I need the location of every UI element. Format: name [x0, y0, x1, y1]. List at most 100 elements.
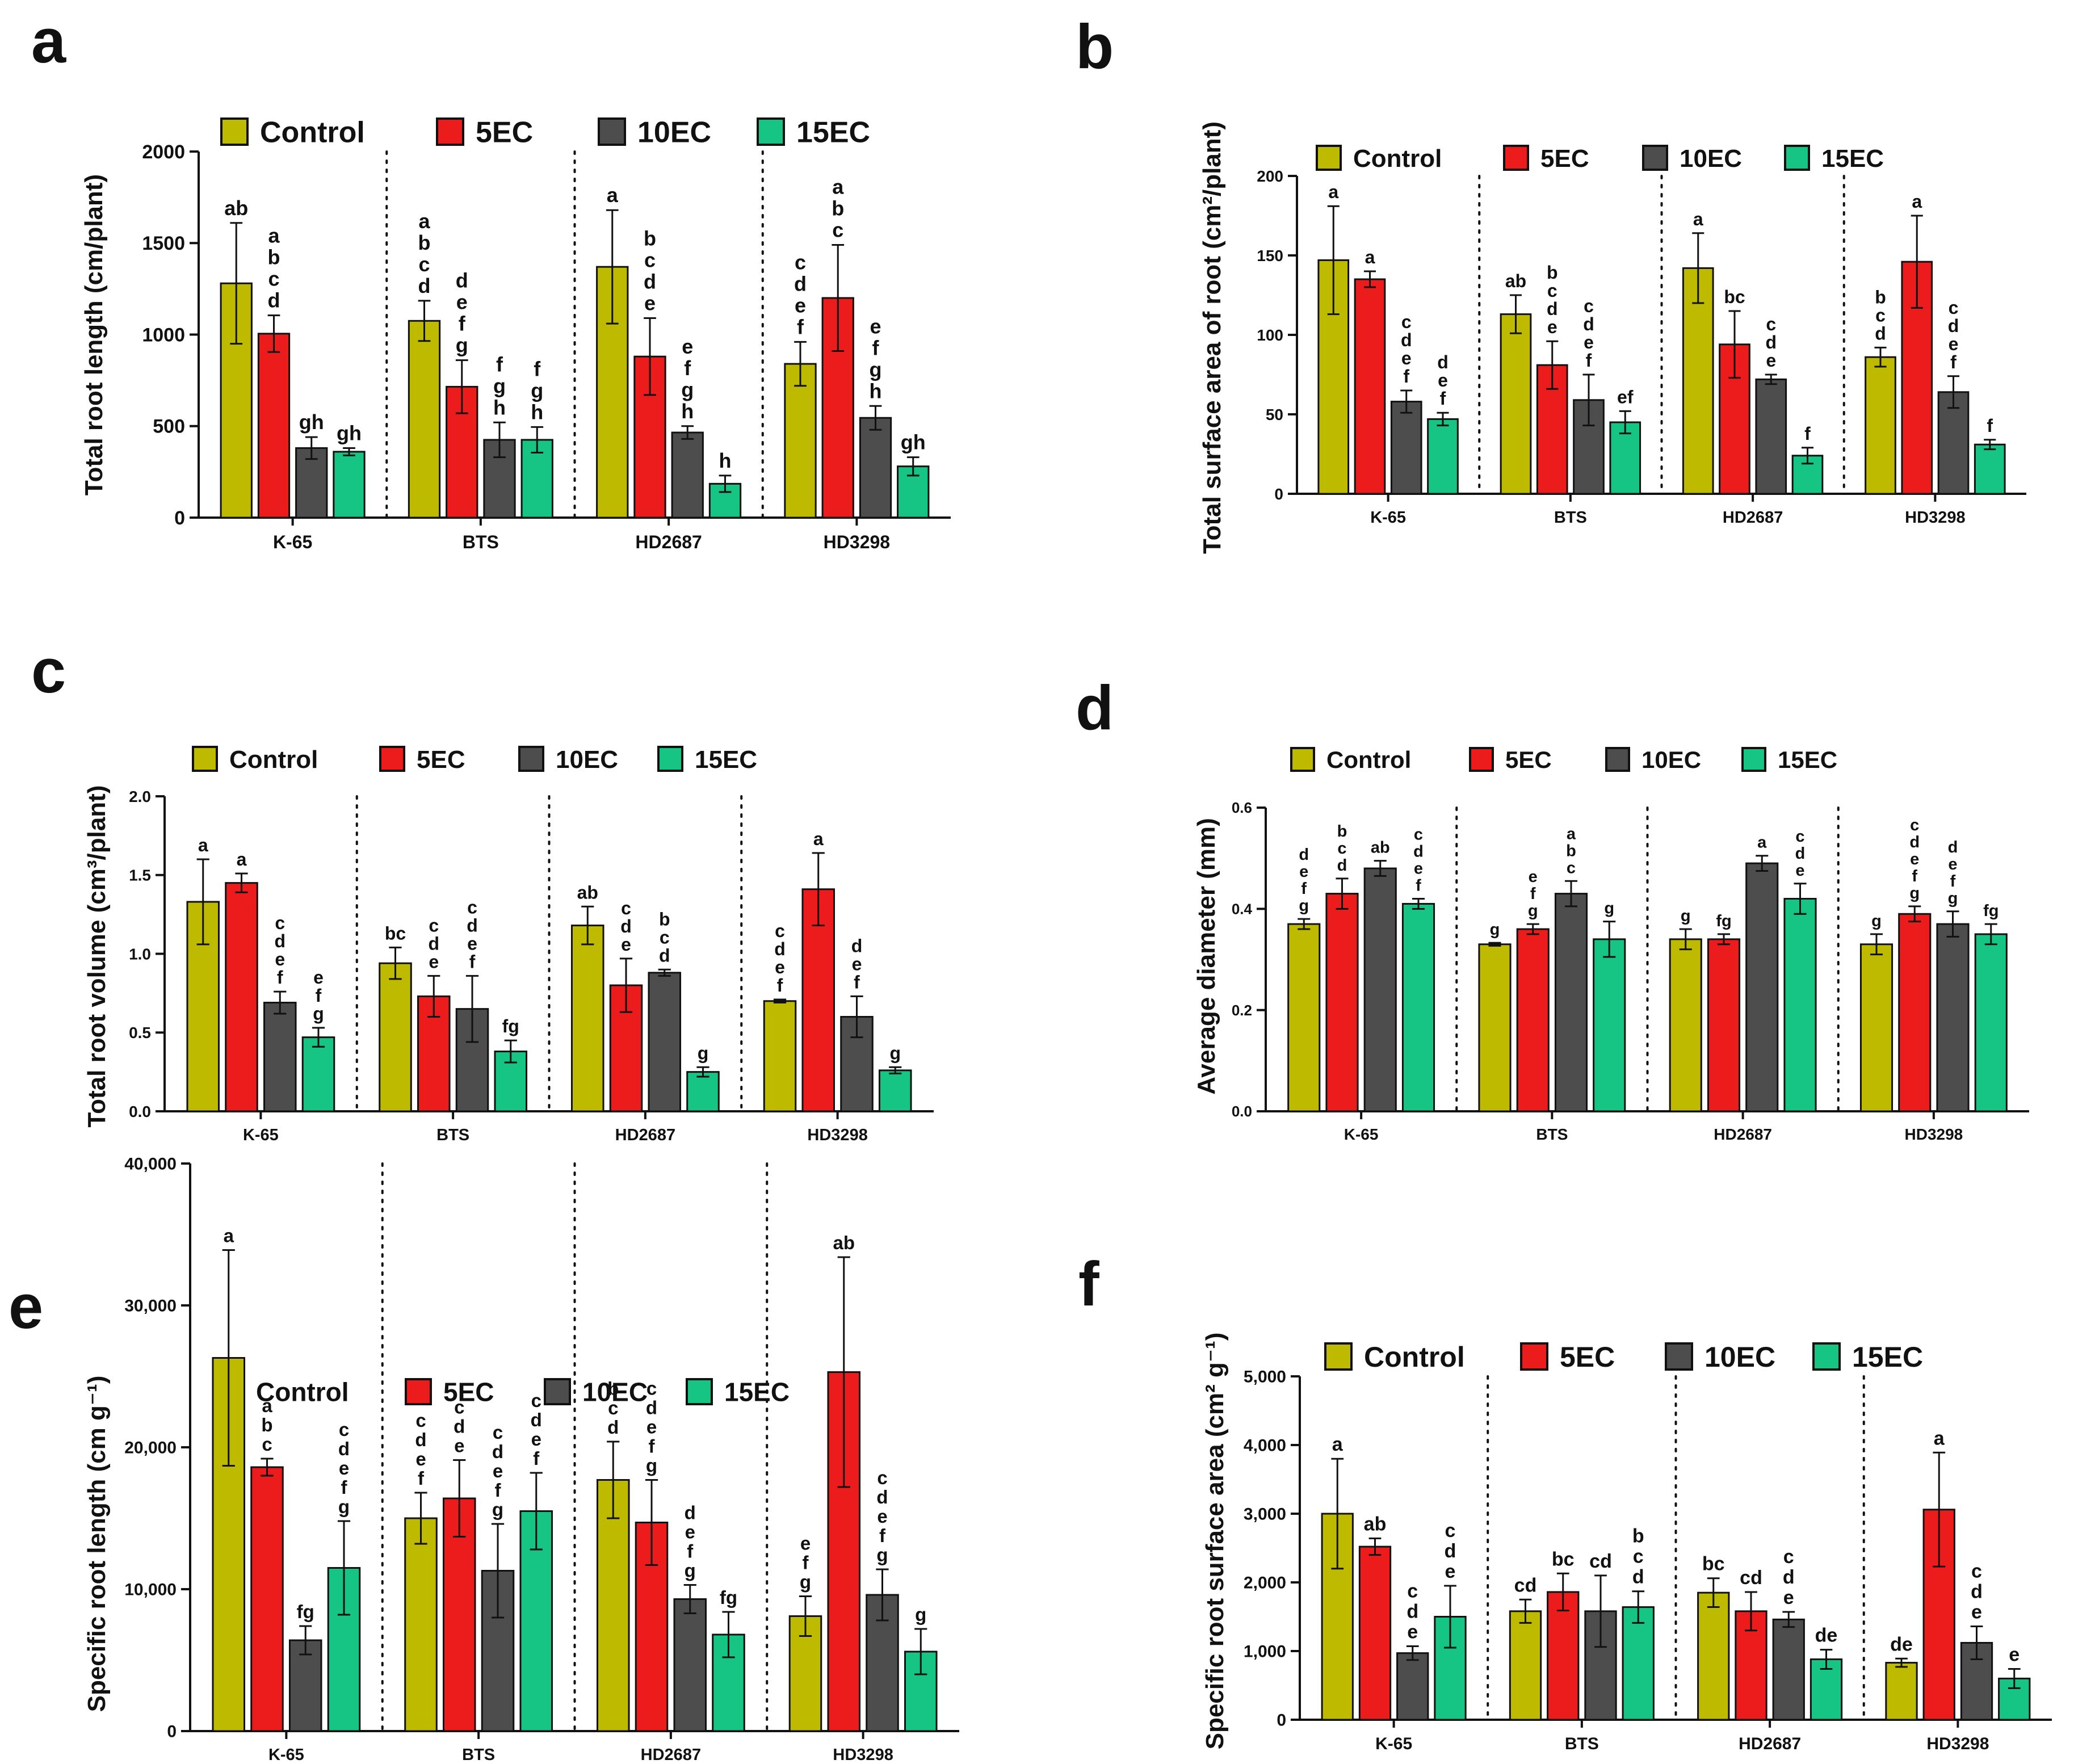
x-tick-label: HD2687	[1739, 1734, 1801, 1753]
y-axis-label: Specific root length (cm g⁻¹)	[83, 1376, 111, 1712]
y-tick-label: 3,000	[1244, 1505, 1286, 1524]
y-tick-label: 0.5	[129, 1024, 151, 1041]
panel-d: d Control 5EC 10EC 15EC Average diameter (mm)…	[1076, 673, 2029, 1143]
legend-swatch-Control	[1324, 1342, 1353, 1371]
bar-15EC	[301, 1036, 335, 1112]
x-tick-label: BTS	[462, 1746, 495, 1764]
panel-letter: a	[31, 6, 66, 76]
significance-letter: a	[1332, 1434, 1344, 1455]
significance-letter: gh	[299, 410, 324, 434]
y-tick-label: 0	[167, 1723, 177, 1741]
y-tick-label: 1.0	[129, 945, 151, 963]
bar-Control	[1885, 1662, 1918, 1721]
significance-letter: f	[1804, 423, 1811, 444]
significance-letter: cd	[1740, 1567, 1762, 1589]
significance-letter: a	[1757, 834, 1767, 852]
bar-Control	[1287, 923, 1321, 1112]
panel-a: a Control 5EC 10EC 15EC Total root length (cm…	[31, 6, 951, 552]
legend-swatch-10EC	[1605, 747, 1630, 772]
panel-b: b Control 5EC 10EC 15EC Total surface area of…	[1076, 12, 2026, 554]
x-tick-label: HD3298	[833, 1746, 893, 1764]
legend-label: 15EC	[1852, 1341, 1923, 1373]
y-tick-label: 0	[1274, 485, 1283, 503]
legend-label: 5EC	[1505, 746, 1552, 773]
bar-5EC	[1516, 928, 1550, 1112]
bar-5EC	[250, 1466, 284, 1732]
legend-label: 10EC	[637, 116, 711, 149]
x-tick-label: K-65	[268, 1746, 304, 1764]
significance-letter: g	[1604, 900, 1614, 918]
panel-c: c Control 5EC 10EC 15EC Total root volume (cm…	[31, 636, 934, 1144]
significance-letter: a	[1912, 191, 1922, 212]
y-tick-label: 0.0	[1232, 1103, 1252, 1120]
bar-Control	[1865, 356, 1896, 495]
significance-letter: g	[889, 1043, 901, 1063]
bar-Control	[1509, 1610, 1542, 1721]
significance-letter: bc	[1724, 287, 1745, 307]
bar-15EC	[1427, 418, 1459, 495]
y-axis-label: Specific root surface area (cm² g⁻¹)	[1201, 1333, 1229, 1750]
legend-label: 15EC	[796, 116, 870, 149]
significance-letter: e	[2009, 1644, 2020, 1665]
x-tick-label: HD3298	[1905, 1125, 1963, 1143]
x-tick-label: K-65	[243, 1126, 279, 1144]
significance-letter: a	[1328, 182, 1338, 202]
significance-letter: bc	[385, 923, 406, 943]
legend-swatch-10EC	[1665, 1342, 1693, 1371]
legend-label: 10EC	[1704, 1341, 1775, 1373]
bar-Control	[404, 1517, 438, 1732]
significance-letter: bc	[1702, 1553, 1725, 1575]
bar-Control	[1697, 1591, 1730, 1721]
bar-5EC	[1325, 893, 1359, 1112]
significance-letter: g	[915, 1604, 926, 1625]
y-tick-label: 150	[1257, 247, 1283, 264]
y-tick-label: 0	[1277, 1711, 1286, 1730]
y-tick-label: 0	[174, 507, 185, 529]
y-tick-label: 0.6	[1232, 799, 1252, 816]
bar-15EC	[897, 465, 930, 519]
x-tick-label: K-65	[1375, 1734, 1412, 1753]
x-tick-label: K-65	[1370, 509, 1406, 527]
significance-letter: ab	[1505, 271, 1526, 291]
bar-5EC	[1358, 1545, 1392, 1721]
bar-15EC	[1783, 898, 1817, 1112]
legend-label: 5EC	[417, 746, 465, 774]
significance-letter: fg	[1716, 912, 1731, 930]
legend-label: Control	[1353, 145, 1442, 173]
y-tick-label: 20,000	[124, 1439, 177, 1458]
bar-10EC	[288, 1639, 322, 1732]
bar-Control	[379, 962, 412, 1112]
y-tick-label: 2.0	[129, 788, 151, 805]
bar-15EC	[686, 1071, 720, 1112]
significance-letter: a	[813, 829, 824, 849]
y-axis-label: Total surface area of root (cm²/plant)	[1198, 121, 1226, 554]
bar-10EC	[671, 431, 704, 519]
legend-swatch-15EC	[1812, 1342, 1841, 1371]
bar-10EC	[1554, 893, 1588, 1112]
y-tick-label: 500	[153, 416, 185, 438]
x-tick-label: HD3298	[807, 1126, 867, 1144]
y-tick-label: 1000	[142, 324, 185, 346]
y-tick-label: 2000	[142, 141, 185, 163]
y-axis-label: Total root volume (cm³/plant)	[83, 786, 111, 1128]
panel-f: f Control 5EC 10EC 15EC Specific root surface…	[1078, 1249, 2052, 1753]
bar-Control	[1669, 938, 1702, 1112]
legend-swatch-10EC	[1642, 145, 1668, 171]
